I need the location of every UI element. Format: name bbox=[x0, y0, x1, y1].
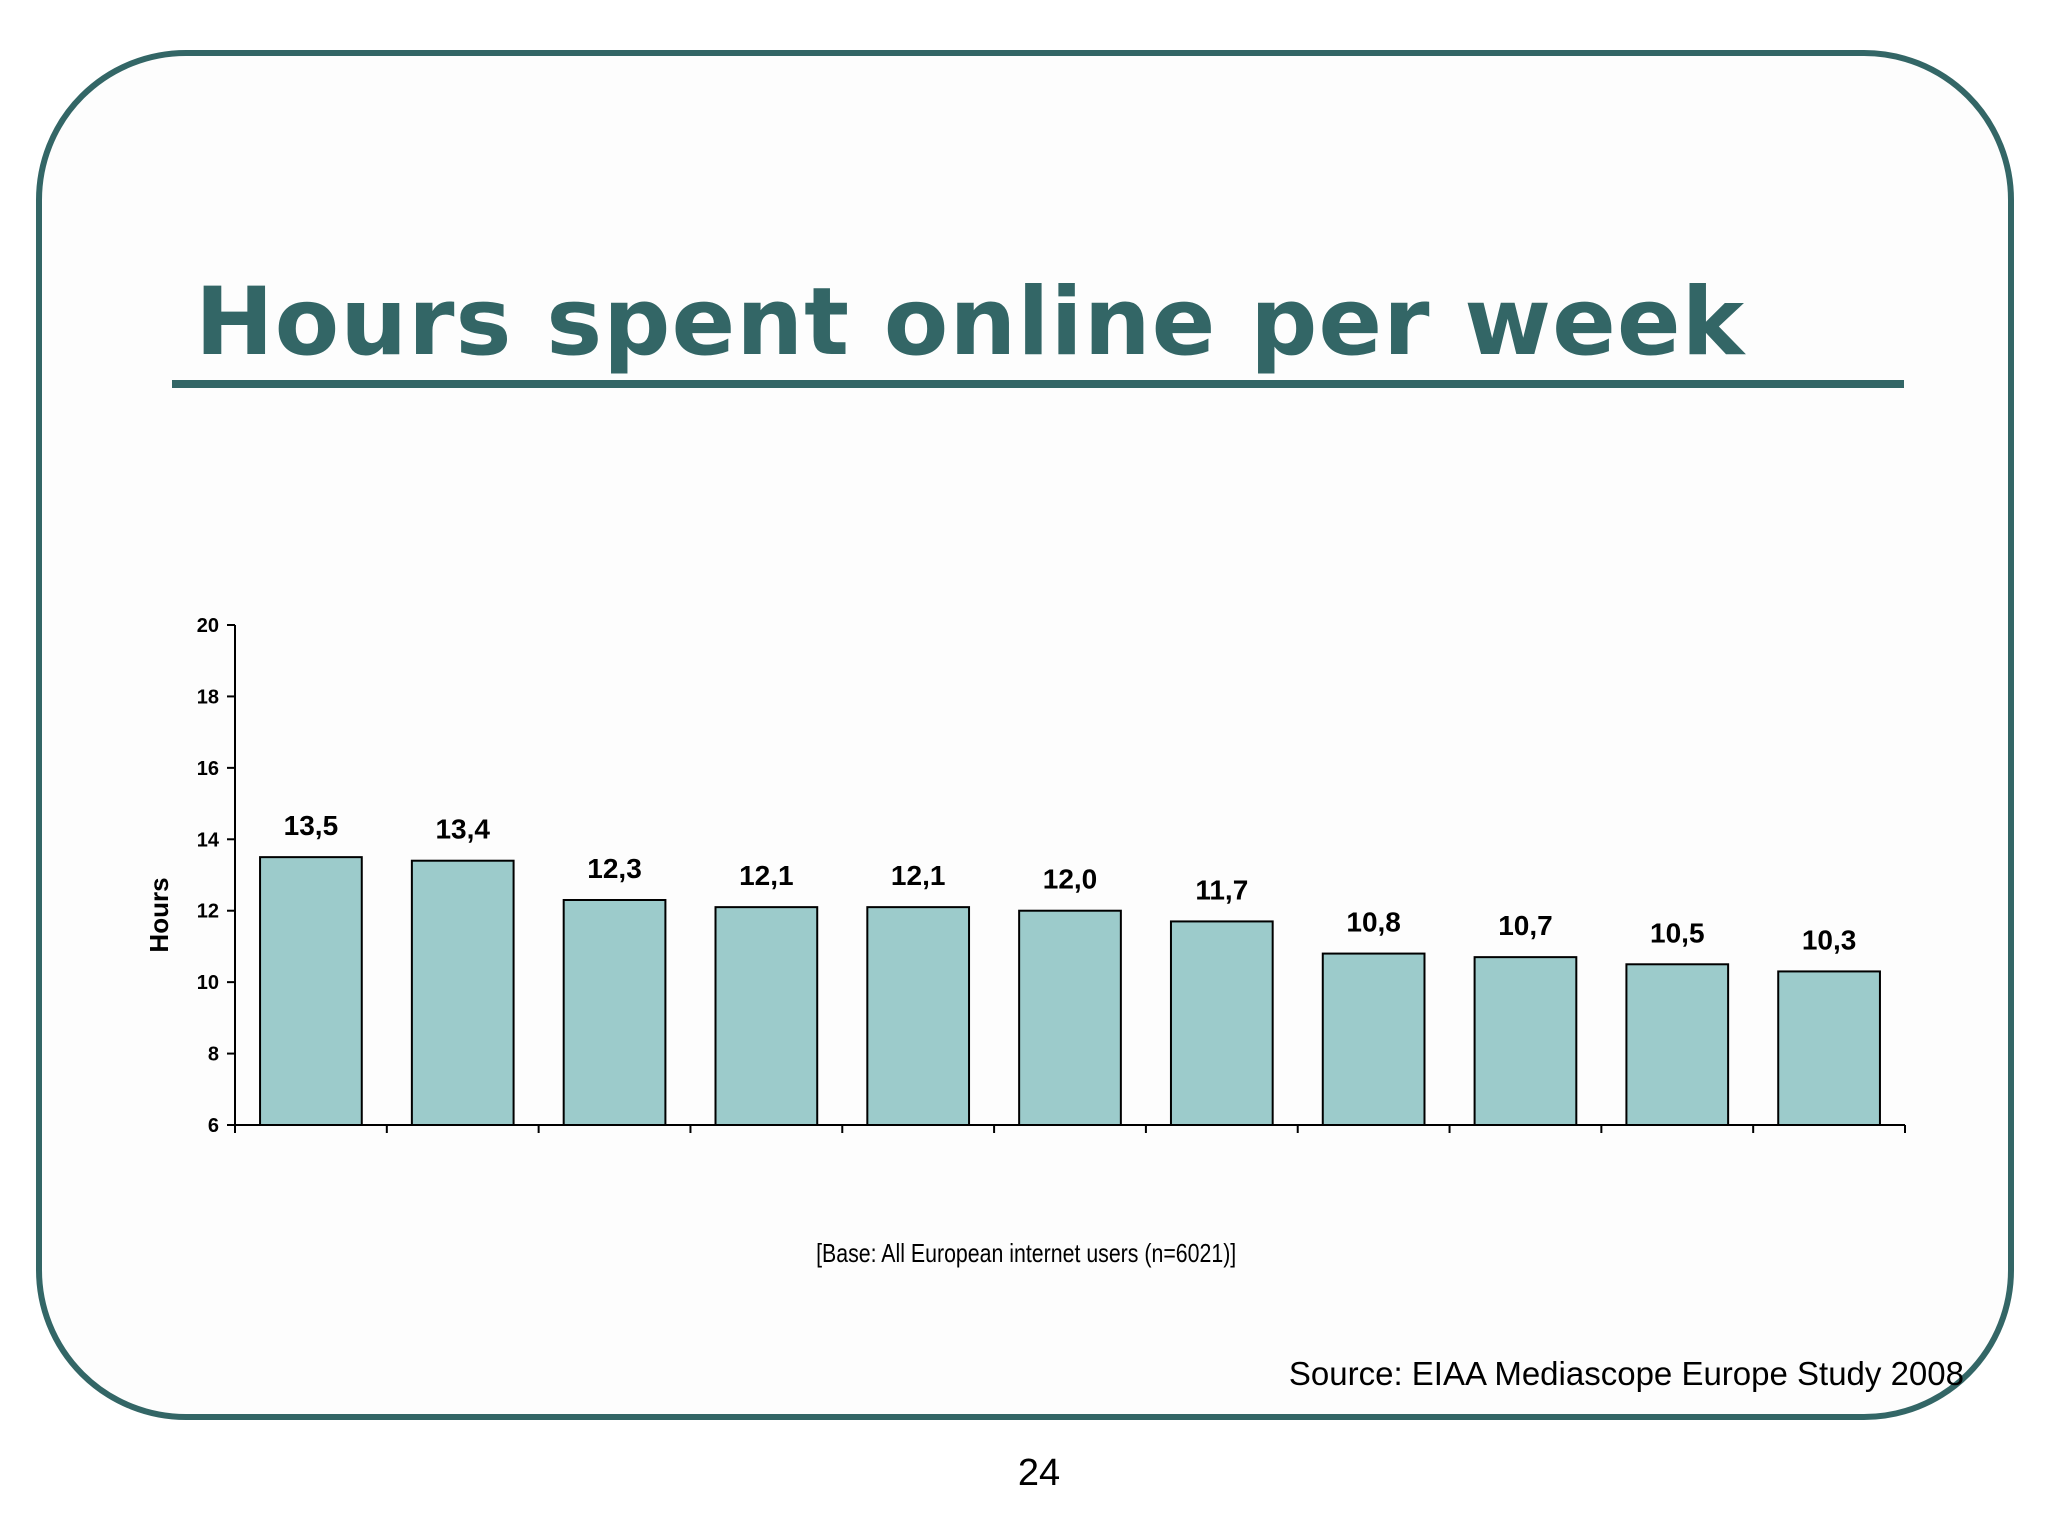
y-tick-label: 12 bbox=[197, 901, 219, 923]
page-number: 24 bbox=[1017, 1452, 1061, 1494]
y-tick-label: 14 bbox=[197, 829, 220, 851]
base-note: [Base: All European internet users (n=60… bbox=[816, 1238, 1237, 1268]
slide-frame bbox=[36, 50, 2014, 1420]
y-tick-label: 20 bbox=[197, 615, 219, 637]
y-axis: 6 8 10 12 14 16 18 20 bbox=[197, 615, 236, 1137]
bar-value-label: 12,1 bbox=[739, 860, 794, 891]
bar-value-label: 10,8 bbox=[1346, 907, 1401, 938]
title-underline bbox=[172, 380, 1904, 388]
bar-value-label: 11,7 bbox=[1195, 874, 1248, 905]
y-tick-label: 16 bbox=[197, 758, 219, 780]
bar-value-label: 12,1 bbox=[891, 860, 946, 891]
bar-value-label: 10,7 bbox=[1498, 910, 1553, 941]
source-note: Source: EIAA Mediascope Europe Study 200… bbox=[1288, 1355, 1964, 1392]
y-tick-label: 6 bbox=[208, 1115, 219, 1137]
bar bbox=[1473, 956, 1578, 1126]
bar bbox=[714, 906, 819, 1126]
bar bbox=[410, 859, 515, 1126]
bar bbox=[1321, 952, 1426, 1127]
bar bbox=[562, 899, 667, 1126]
bar bbox=[866, 906, 971, 1126]
slide-title: Hours spent online per week bbox=[195, 268, 1746, 377]
bar bbox=[1169, 920, 1274, 1126]
bar bbox=[1625, 963, 1730, 1126]
bar-value-label: 10,3 bbox=[1802, 924, 1857, 955]
bar-value-label: 12,3 bbox=[587, 853, 642, 884]
data-labels: 13,5 13,4 12,3 12,1 12,1 12,0 11,7 10,8 10,7 10,5… bbox=[284, 810, 1857, 955]
y-tick-label: 8 bbox=[208, 1044, 219, 1066]
bar bbox=[1018, 909, 1122, 1127]
bar bbox=[1777, 970, 1881, 1126]
bars bbox=[259, 856, 1881, 1127]
bar-value-label: 12,0 bbox=[1043, 864, 1098, 895]
x-axis bbox=[234, 1124, 1906, 1133]
bar-value-label: 10,5 bbox=[1650, 917, 1705, 948]
bar-value-label: 13,4 bbox=[435, 814, 490, 845]
y-tick-label: 18 bbox=[197, 686, 219, 708]
bar-value-label: 13,5 bbox=[284, 810, 339, 841]
y-tick-label: 10 bbox=[197, 972, 219, 994]
y-axis-title: Hours bbox=[144, 877, 174, 952]
bar bbox=[259, 856, 363, 1126]
